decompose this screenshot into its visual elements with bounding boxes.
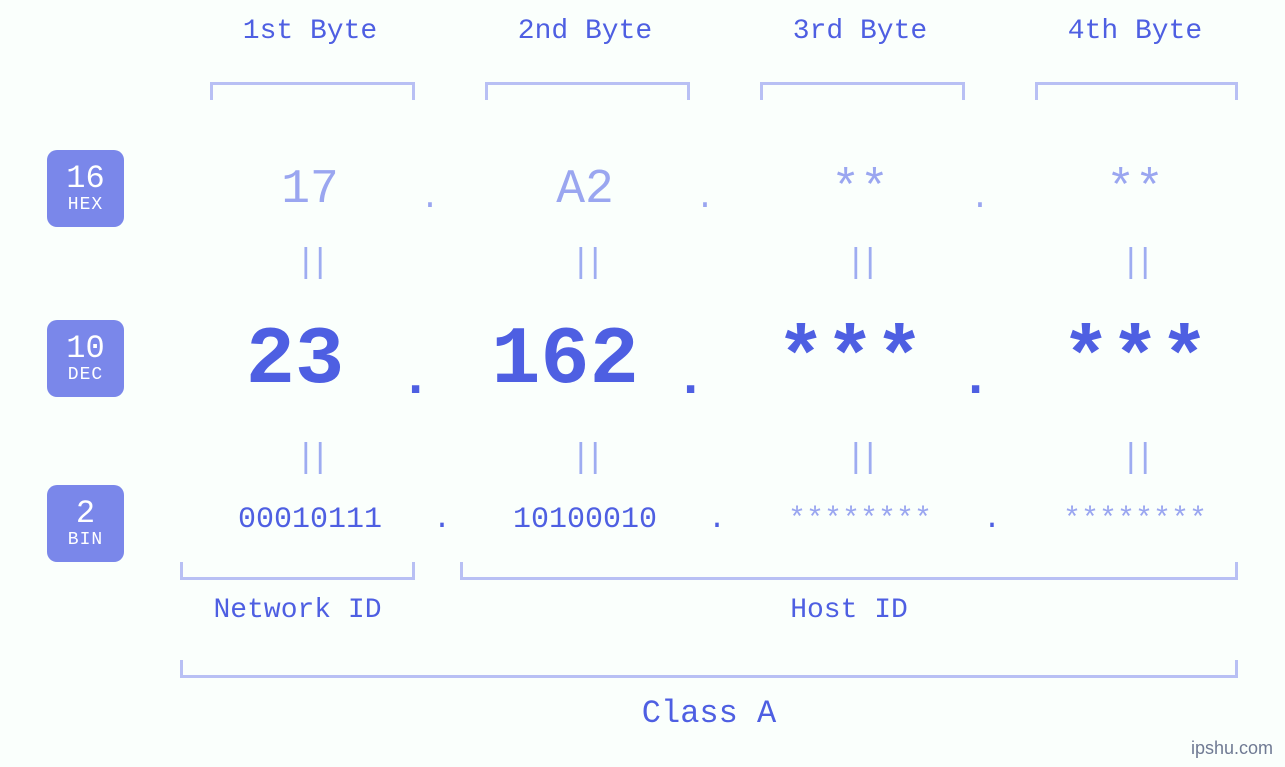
- badge-bin-num: 2: [76, 497, 95, 531]
- bracket-host: [460, 562, 1238, 580]
- hex-byte-2: A2: [455, 160, 715, 220]
- bracket-top-4: [1035, 82, 1238, 100]
- watermark: ipshu.com: [1191, 738, 1273, 759]
- dec-byte-1: 23: [165, 310, 425, 410]
- dec-sep-2: .: [675, 350, 705, 409]
- hex-sep-3: .: [965, 180, 995, 217]
- badge-hex: 16 HEX: [47, 150, 124, 227]
- byte-label-2: 2nd Byte: [455, 16, 715, 47]
- dec-sep-1: .: [400, 350, 430, 409]
- badge-hex-num: 16: [66, 162, 104, 196]
- byte-label-3: 3rd Byte: [730, 16, 990, 47]
- eq-dec-3: ||: [730, 440, 990, 478]
- badge-dec: 10 DEC: [47, 320, 124, 397]
- badge-dec-num: 10: [66, 332, 104, 366]
- bracket-network: [180, 562, 415, 580]
- badge-bin: 2 BIN: [47, 485, 124, 562]
- hex-sep-1: .: [415, 180, 445, 217]
- eq-hex-3: ||: [730, 245, 990, 283]
- eq-dec-2: ||: [455, 440, 715, 478]
- dec-byte-4: ***: [1005, 310, 1265, 410]
- bin-byte-2: 10100010: [450, 500, 720, 540]
- hex-byte-3: **: [730, 160, 990, 220]
- label-class: Class A: [180, 695, 1238, 732]
- bin-byte-1: 00010111: [175, 500, 445, 540]
- dec-byte-3: ***: [720, 310, 980, 410]
- dec-byte-2: 162: [435, 310, 695, 410]
- bracket-top-1: [210, 82, 415, 100]
- bin-byte-3: ********: [725, 500, 995, 540]
- badge-dec-lbl: DEC: [68, 366, 103, 385]
- bracket-top-3: [760, 82, 965, 100]
- label-network: Network ID: [180, 595, 415, 626]
- eq-hex-4: ||: [1005, 245, 1265, 283]
- eq-hex-1: ||: [180, 245, 440, 283]
- eq-dec-1: ||: [180, 440, 440, 478]
- eq-hex-2: ||: [455, 245, 715, 283]
- badge-bin-lbl: BIN: [68, 531, 103, 550]
- label-host: Host ID: [460, 595, 1238, 626]
- badge-hex-lbl: HEX: [68, 196, 103, 215]
- dec-sep-3: .: [960, 350, 990, 409]
- hex-byte-1: 17: [180, 160, 440, 220]
- byte-label-4: 4th Byte: [1005, 16, 1265, 47]
- bracket-class: [180, 660, 1238, 678]
- hex-sep-2: .: [690, 180, 720, 217]
- eq-dec-4: ||: [1005, 440, 1265, 478]
- bin-byte-4: ********: [1000, 500, 1270, 540]
- bracket-top-2: [485, 82, 690, 100]
- hex-byte-4: **: [1005, 160, 1265, 220]
- byte-label-1: 1st Byte: [180, 16, 440, 47]
